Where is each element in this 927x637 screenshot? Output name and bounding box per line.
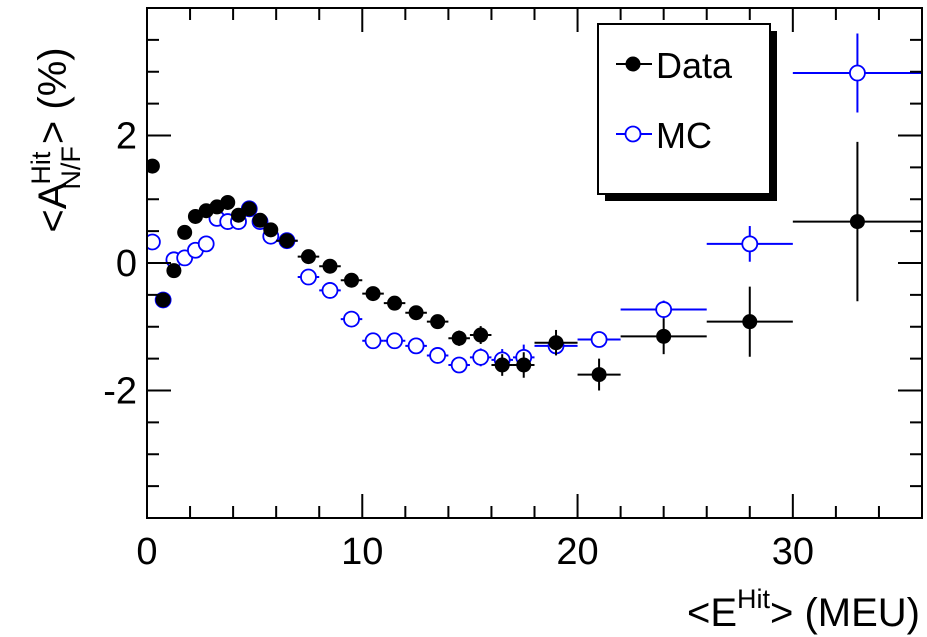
mc-point [386, 332, 403, 350]
series-mc [147, 33, 922, 374]
data-point [849, 214, 865, 230]
data-point [387, 295, 403, 311]
data-point [430, 314, 446, 330]
mc-point [300, 268, 317, 286]
data-point [147, 158, 160, 174]
data-point [742, 314, 758, 330]
y-tick-label: 2 [116, 116, 137, 158]
series-data [147, 141, 922, 391]
data-point [279, 233, 295, 249]
data-point [548, 335, 564, 351]
legend-data-label: Data [656, 45, 733, 86]
y-axis-label: <AHitN/F> (%) [26, 47, 86, 232]
plot-frame [146, 7, 923, 519]
mc-point [407, 337, 425, 355]
x-axis-label-sup: Hit [737, 584, 770, 614]
x-tick-label: 30 [772, 531, 814, 573]
data-point [177, 224, 193, 240]
y-axis-label-sub: N/F [56, 146, 86, 190]
data-layer [147, 33, 922, 391]
data-point [220, 194, 236, 210]
mc-point [741, 235, 759, 253]
legend-entry-mc: MC [616, 115, 712, 156]
data-point [408, 305, 424, 321]
legend-box [597, 23, 771, 195]
mc-point [343, 310, 360, 328]
axis-ticks [146, 7, 923, 519]
data-point [344, 272, 360, 288]
y-axis-label-open: <A [31, 182, 75, 232]
data-point [241, 201, 257, 217]
data-point [494, 357, 510, 373]
y-tick-label: 0 [116, 243, 137, 285]
data-point [322, 258, 338, 274]
legend-entry-data: Data [616, 45, 733, 86]
x-axis-label-tail: > (MEU) [770, 591, 920, 635]
data-point [365, 286, 381, 302]
x-tick-label: 0 [136, 531, 157, 573]
mc-point [147, 233, 161, 251]
tick-labels: 0 10 20 30 -2 0 2 [103, 116, 814, 574]
mc-point [472, 348, 490, 366]
mc-point [321, 282, 339, 299]
legend-data-marker [625, 56, 641, 72]
data-point [155, 292, 171, 308]
mc-point [849, 64, 866, 82]
x-axis-label-base: <E [687, 591, 737, 635]
data-point [473, 327, 489, 343]
mc-point [197, 235, 215, 253]
data-point [591, 367, 607, 383]
legend-mc-marker [624, 125, 642, 143]
data-point [300, 249, 316, 265]
y-axis-label-tail: > (%) [31, 47, 75, 144]
y-axis-label-sup: Hit [26, 151, 56, 184]
mc-point [364, 332, 382, 350]
x-tick-label: 10 [341, 531, 383, 573]
mc-point [655, 301, 673, 318]
data-point [451, 330, 467, 346]
data-point [252, 212, 268, 228]
legend: Data MC [597, 23, 777, 201]
mc-point [429, 347, 447, 364]
mc-point [450, 356, 468, 374]
legend-mc-label: MC [656, 115, 712, 156]
data-point [516, 357, 532, 373]
data-point [656, 328, 672, 344]
mc-point [590, 331, 608, 348]
data-point [263, 222, 279, 238]
x-axis-label: <EHit> (MEU) [687, 584, 920, 635]
y-tick-label: -2 [103, 371, 137, 413]
data-point [166, 263, 182, 279]
x-tick-label: 20 [556, 531, 598, 573]
